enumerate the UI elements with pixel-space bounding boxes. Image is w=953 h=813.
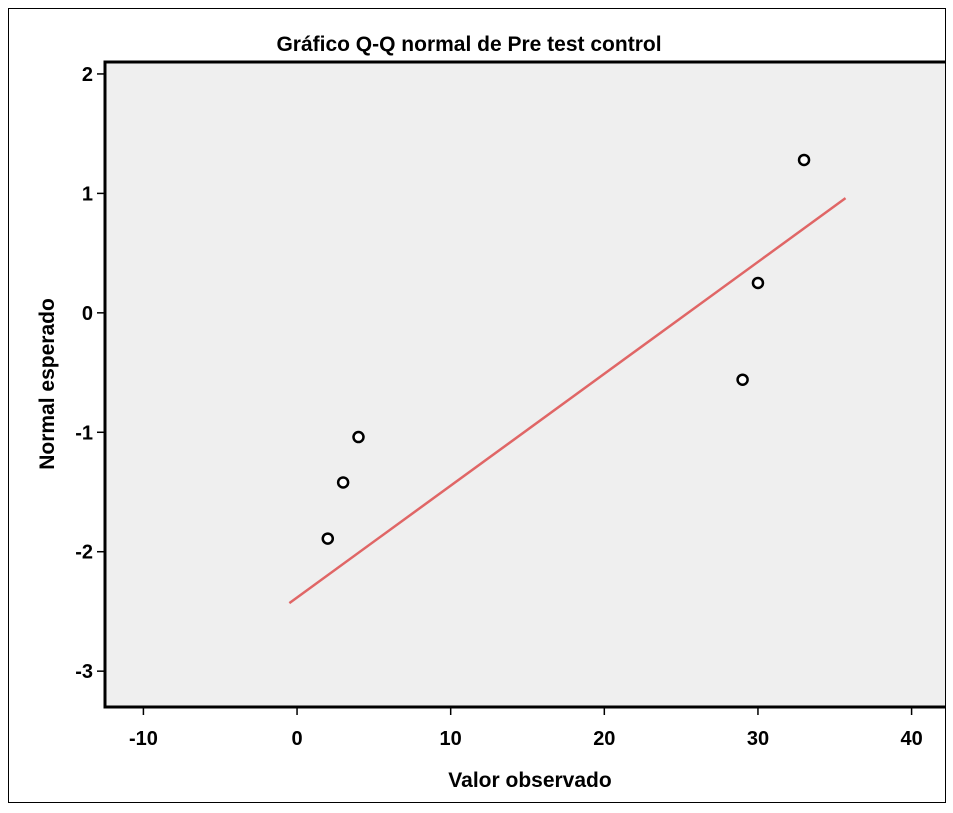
x-tick-label: 0 bbox=[291, 728, 302, 750]
reference-line-group bbox=[288, 197, 847, 605]
data-point bbox=[751, 276, 765, 290]
data-point bbox=[736, 373, 749, 386]
y-tick-label: 0 bbox=[82, 303, 93, 325]
x-tick-label: 40 bbox=[900, 728, 922, 750]
y-tick-label: -2 bbox=[75, 542, 93, 564]
data-point bbox=[797, 153, 811, 167]
data-point bbox=[352, 430, 365, 444]
data-point bbox=[321, 532, 335, 545]
plot-area bbox=[103, 60, 952, 709]
chart-title: Gráfico Q-Q normal de Pre test control bbox=[276, 33, 661, 56]
reference-line bbox=[288, 197, 847, 605]
x-tick-label: 30 bbox=[747, 728, 769, 750]
x-tick-label: 20 bbox=[593, 728, 615, 750]
x-tick-label: -10 bbox=[129, 728, 158, 750]
x-axis-label: Valor observado bbox=[448, 769, 611, 792]
qq-plot: Gráfico Q-Q normal de Pre test control -… bbox=[36, 33, 952, 792]
x-tick-label: 10 bbox=[440, 728, 462, 750]
chart-frame: Gráfico Q-Q normal de Pre test control -… bbox=[8, 8, 952, 803]
y-axis-label: Normal esperado bbox=[36, 298, 59, 470]
data-points bbox=[321, 153, 811, 545]
data-point bbox=[336, 476, 350, 489]
y-tick-label: 1 bbox=[82, 183, 93, 205]
y-tick-label: -1 bbox=[75, 422, 93, 444]
y-tick-label: -3 bbox=[75, 661, 93, 683]
y-tick-label: 2 bbox=[82, 64, 93, 86]
